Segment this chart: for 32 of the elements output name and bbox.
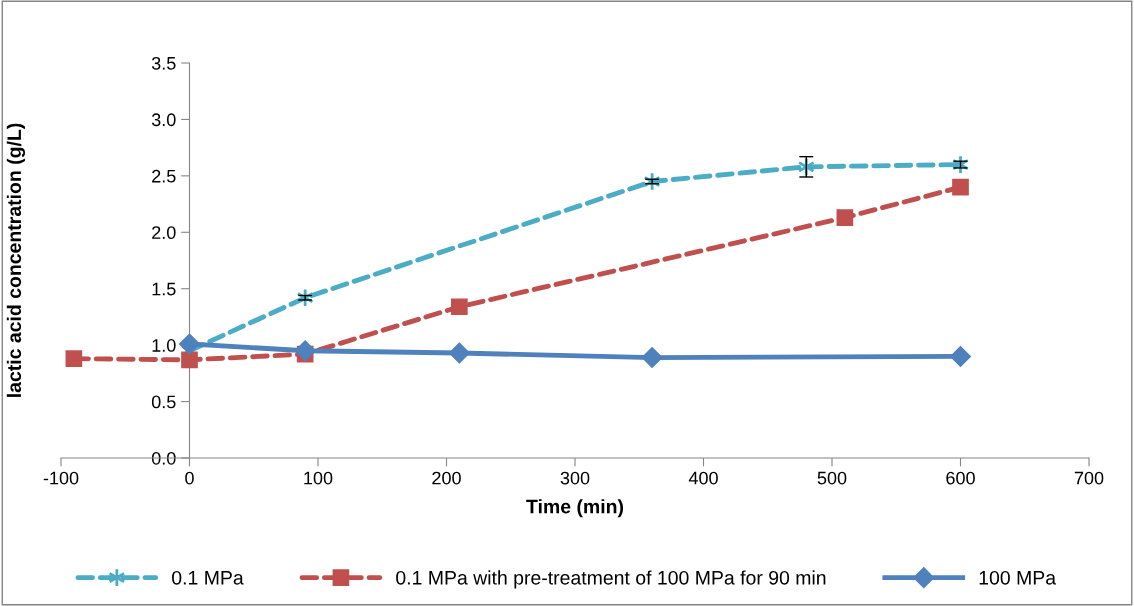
point — [949, 345, 972, 367]
point — [952, 178, 969, 196]
y-tick-label: 0.5 — [151, 395, 176, 409]
y-tick-label: 0.0 — [151, 451, 176, 465]
y-tick-label: 1.5 — [152, 282, 176, 296]
legend-label: 100 MPa — [979, 570, 1057, 585]
y-axis-title: lactic acid concentration (g/L) — [6, 123, 26, 397]
y-tick-label: 3.5 — [151, 56, 176, 70]
legend-label: 0.1 MPa — [172, 570, 244, 585]
point — [294, 340, 316, 362]
x-tick-label: 300 — [560, 471, 590, 485]
x-tick-label: 200 — [432, 471, 461, 485]
y-tick-label: 2.5 — [152, 169, 176, 183]
point — [65, 350, 83, 368]
x-tick-label: 0 — [185, 471, 194, 485]
y-tick-label: 2.0 — [152, 226, 176, 240]
point — [181, 351, 198, 369]
point — [451, 298, 468, 316]
x-tick-label: 400 — [688, 471, 718, 485]
point — [641, 347, 663, 369]
point — [836, 209, 854, 226]
x-tick-label: 100 — [304, 471, 333, 485]
x-tick-label: 700 — [1074, 471, 1104, 485]
legend-label: 0.1 MPa with pre-treatment of 100 MPa for 90 min — [396, 570, 826, 589]
y-tick-label: 3.0 — [151, 113, 176, 127]
x-tick-label: 500 — [817, 471, 847, 485]
x-tick-label: -100 — [43, 471, 79, 485]
point — [178, 333, 201, 355]
y-tick-label: 1.0 — [152, 339, 176, 352]
x-tick-label: 600 — [946, 471, 975, 485]
point — [448, 342, 470, 364]
x-axis-title: Time (min) — [526, 499, 624, 518]
